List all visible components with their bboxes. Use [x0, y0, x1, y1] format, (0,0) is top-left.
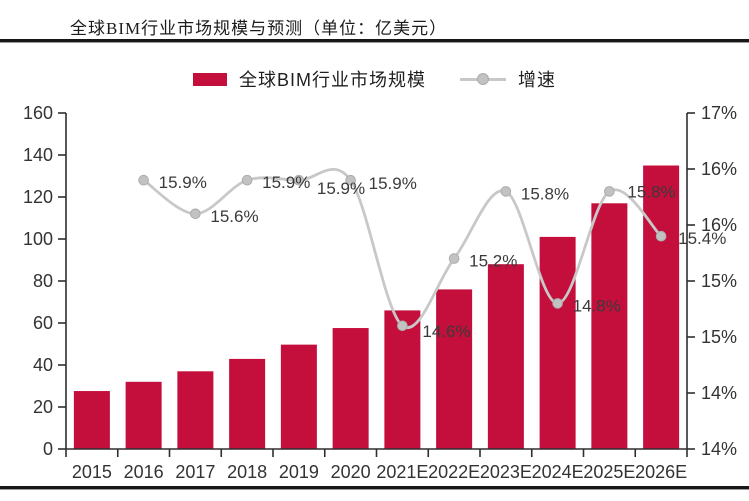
right-axis-label: 16% [701, 215, 737, 235]
growth-data-label-2024E: 14.8% [573, 296, 621, 315]
right-axis-label: 16% [701, 159, 737, 179]
growth-data-label-2026E: 15.4% [678, 229, 726, 248]
title-underline [0, 39, 749, 43]
bar-2017 [177, 371, 214, 449]
right-axis-label: 15% [701, 271, 737, 291]
growth-data-label-2021E: 14.6% [422, 322, 470, 341]
growth-data-label-2019: 15.9% [317, 179, 365, 198]
x-axis-label: 2026E [635, 462, 687, 482]
bar-2023E [487, 264, 524, 449]
legend-line-marker-icon [477, 73, 489, 85]
bar-2026E [643, 165, 680, 449]
bar-2024E [539, 236, 576, 449]
right-axis-label: 14% [701, 439, 737, 459]
left-axis-label: 100 [23, 229, 53, 249]
growth-marker-2016 [138, 174, 149, 186]
left-axis-label: 140 [23, 145, 53, 165]
bar-2016 [125, 381, 162, 449]
legend-line-label: 增速 [518, 70, 556, 90]
growth-marker-2019 [293, 174, 305, 186]
x-axis-label: 2017 [175, 462, 215, 482]
left-axis-label: 60 [33, 313, 53, 333]
bottom-divider [0, 486, 749, 490]
growth-marker-2026E [655, 230, 667, 242]
growth-marker-2018 [241, 174, 253, 186]
chart-title: 全球BIM行业市场规模与预测（单位：亿美元） [70, 19, 448, 38]
left-axis-label: 20 [33, 397, 53, 417]
x-axis-label: 2022E [428, 462, 480, 482]
left-axis-label: 80 [33, 271, 53, 291]
growth-data-label-2018: 15.9% [262, 173, 310, 192]
x-axis-label: 2015 [72, 462, 112, 482]
growth-data-label-2016: 15.9% [159, 173, 207, 192]
x-axis-label: 2020 [331, 462, 371, 482]
legend-bar-label: 全球BIM行业市场规模 [238, 70, 426, 90]
growth-marker-2025E [604, 186, 615, 197]
legend-bar-swatch-icon [192, 72, 227, 86]
growth-data-label-2020: 15.9% [369, 174, 417, 193]
growth-data-label-2025E: 15.8% [627, 182, 675, 201]
growth-marker-2020 [345, 174, 356, 186]
x-axis-label: 2025E [583, 462, 635, 482]
right-axis-label: 17% [701, 103, 737, 123]
x-axis-label: 2023E [480, 462, 532, 482]
growth-data-label-2017: 15.6% [210, 207, 258, 226]
bar-2021E [384, 310, 421, 449]
growth-marker-2023E [500, 186, 512, 197]
bar-2019 [280, 344, 317, 449]
legend-line-swatch-icon [460, 73, 506, 85]
x-axis-label: 2018 [227, 462, 267, 482]
growth-marker-2021E [397, 320, 408, 332]
right-axis-label: 14% [701, 383, 737, 403]
x-axis-label: 2024E [532, 462, 584, 482]
left-axis-label: 40 [33, 355, 53, 375]
chart-legend: 全球BIM行业市场规模 增速 [0, 66, 749, 92]
x-axis-label: 2019 [279, 462, 319, 482]
left-axis-label: 0 [43, 439, 53, 459]
bar-2025E [591, 203, 628, 449]
left-axis-label: 120 [23, 187, 53, 207]
right-axis-label: 15% [701, 327, 737, 347]
bar-2015 [73, 391, 110, 449]
growth-marker-2017 [190, 208, 201, 220]
x-axis-label: 2016 [124, 462, 164, 482]
x-axis-label: 2021E [376, 462, 428, 482]
growth-marker-2022E [448, 253, 460, 264]
growth-data-label-2022E: 15.2% [469, 252, 517, 271]
left-axis-label: 160 [23, 103, 53, 123]
bar-2022E [436, 289, 473, 449]
growth-data-label-2023E: 15.8% [521, 184, 569, 203]
bar-2018 [229, 358, 266, 449]
bar-2020 [332, 328, 369, 449]
growth-marker-2024E [552, 298, 563, 309]
